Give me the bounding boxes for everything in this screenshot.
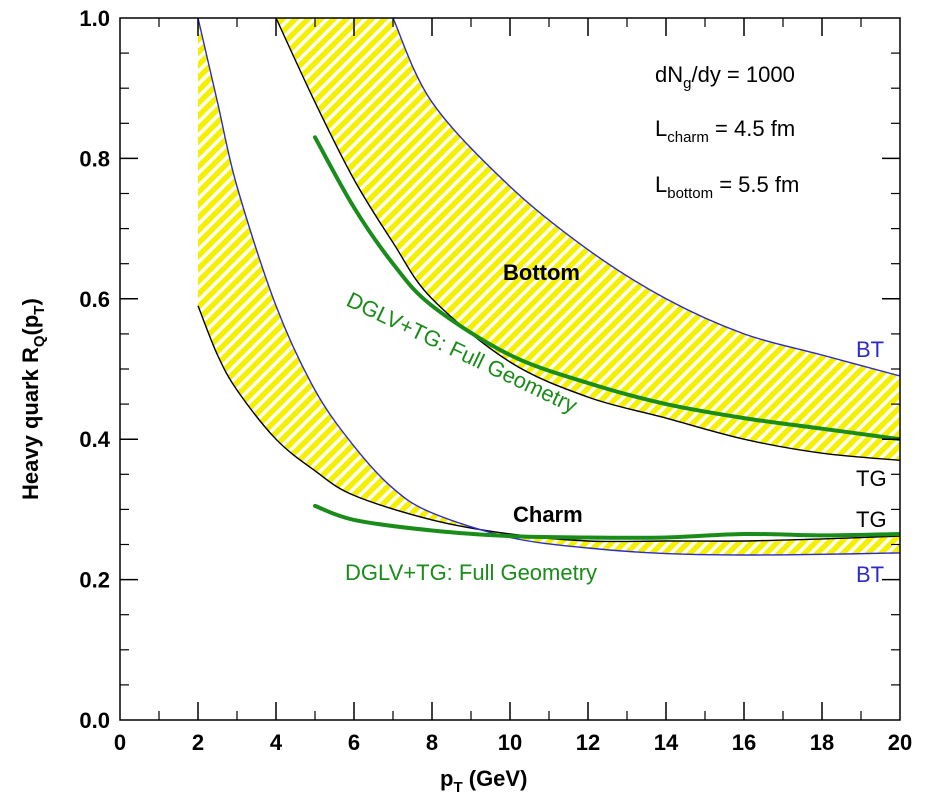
band-fill-bottom [276, 18, 900, 461]
tg-bottom-band-label: TG [856, 466, 887, 491]
charm-tg-curve [197, 305, 900, 543]
param-dndy: dNg/dy = 1000 [655, 62, 795, 92]
x-tick-label: 2 [192, 730, 204, 755]
charm-dglv-label: DGLV+TG: Full Geometry [345, 560, 597, 585]
x-tick-label: 20 [888, 730, 912, 755]
tg-charm-band-label: TG [856, 507, 887, 532]
bt-charm-band-label: BT [856, 562, 884, 587]
x-tick-label: 12 [576, 730, 600, 755]
x-tick-label: 18 [810, 730, 834, 755]
x-axis-title: pT (GeV) [440, 766, 527, 796]
charm-band-label: Charm [513, 502, 583, 527]
bottom-tg-curve [275, 18, 900, 461]
y-axis-title: Heavy quark RQ(pT) [18, 298, 48, 500]
x-tick-label: 14 [654, 730, 679, 755]
bottom-dglv-curve [313, 135, 900, 442]
y-tick-label: 1.0 [79, 6, 110, 31]
param-lbottom: Lbottom = 5.5 fm [655, 172, 799, 202]
param-lcharm: Lcharm = 4.5 fm [655, 116, 795, 146]
y-tick-label: 0.2 [79, 568, 110, 593]
bottom-band-label: Bottom [503, 260, 580, 285]
x-tick-label: 0 [114, 730, 126, 755]
bottom-bt-curve [392, 18, 900, 377]
y-tick-label: 0.6 [79, 287, 110, 312]
lines-layer [197, 18, 900, 556]
x-tick-label: 8 [426, 730, 438, 755]
bt-bottom-band-label: BT [856, 337, 884, 362]
ticks-layer: 0 2 4 6 8 10 12 14 16 18 20 0.0 0.2 0.4 0.6 0.8 1.0 [79, 6, 912, 755]
bands-layer [198, 18, 900, 556]
charm-dglv-curve [313, 503, 900, 540]
x-tick-label: 6 [348, 730, 360, 755]
x-tick-label: 4 [270, 730, 283, 755]
charm-bt-curve [197, 18, 900, 556]
y-tick-label: 0.8 [79, 146, 110, 171]
x-tick-label: 16 [732, 730, 756, 755]
y-tick-label: 0.0 [79, 708, 110, 733]
x-tick-label: 10 [498, 730, 522, 755]
y-tick-label: 0.4 [79, 427, 110, 452]
